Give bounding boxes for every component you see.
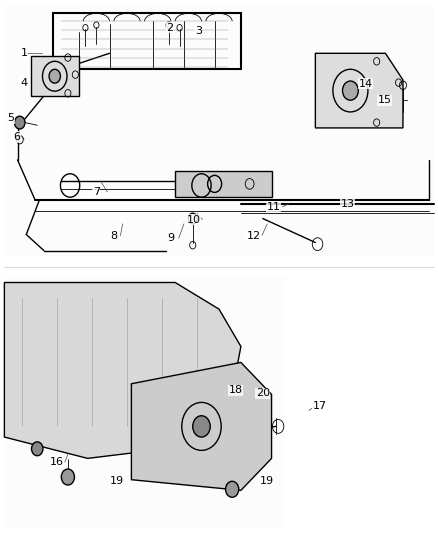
Text: 14: 14 <box>359 79 373 88</box>
Text: 10: 10 <box>187 215 201 224</box>
Circle shape <box>61 469 74 485</box>
Text: 19: 19 <box>110 476 124 486</box>
Text: 7: 7 <box>93 187 100 197</box>
Text: 11: 11 <box>267 202 281 212</box>
Text: 20: 20 <box>256 389 270 398</box>
Text: 9: 9 <box>167 233 174 243</box>
Text: 2: 2 <box>166 23 173 33</box>
Text: 12: 12 <box>247 231 261 240</box>
Text: 17: 17 <box>313 401 327 411</box>
Polygon shape <box>4 5 434 256</box>
Text: 6: 6 <box>13 132 20 142</box>
Text: 19: 19 <box>260 476 274 486</box>
Text: 18: 18 <box>229 385 243 395</box>
Polygon shape <box>4 277 285 528</box>
Circle shape <box>49 69 60 83</box>
Polygon shape <box>4 282 241 458</box>
Circle shape <box>32 442 43 456</box>
Text: 16: 16 <box>50 457 64 467</box>
Polygon shape <box>131 362 272 490</box>
Circle shape <box>193 416 210 437</box>
Polygon shape <box>31 56 79 96</box>
Polygon shape <box>175 171 272 197</box>
Text: 3: 3 <box>195 26 202 36</box>
Circle shape <box>14 116 25 129</box>
Text: 13: 13 <box>340 199 354 208</box>
Text: 4: 4 <box>21 78 28 87</box>
Text: 15: 15 <box>378 95 392 105</box>
Text: 5: 5 <box>7 114 14 123</box>
Polygon shape <box>315 53 403 128</box>
Circle shape <box>226 481 239 497</box>
Text: 8: 8 <box>110 231 117 240</box>
Circle shape <box>343 81 358 100</box>
Text: 1: 1 <box>21 49 28 58</box>
